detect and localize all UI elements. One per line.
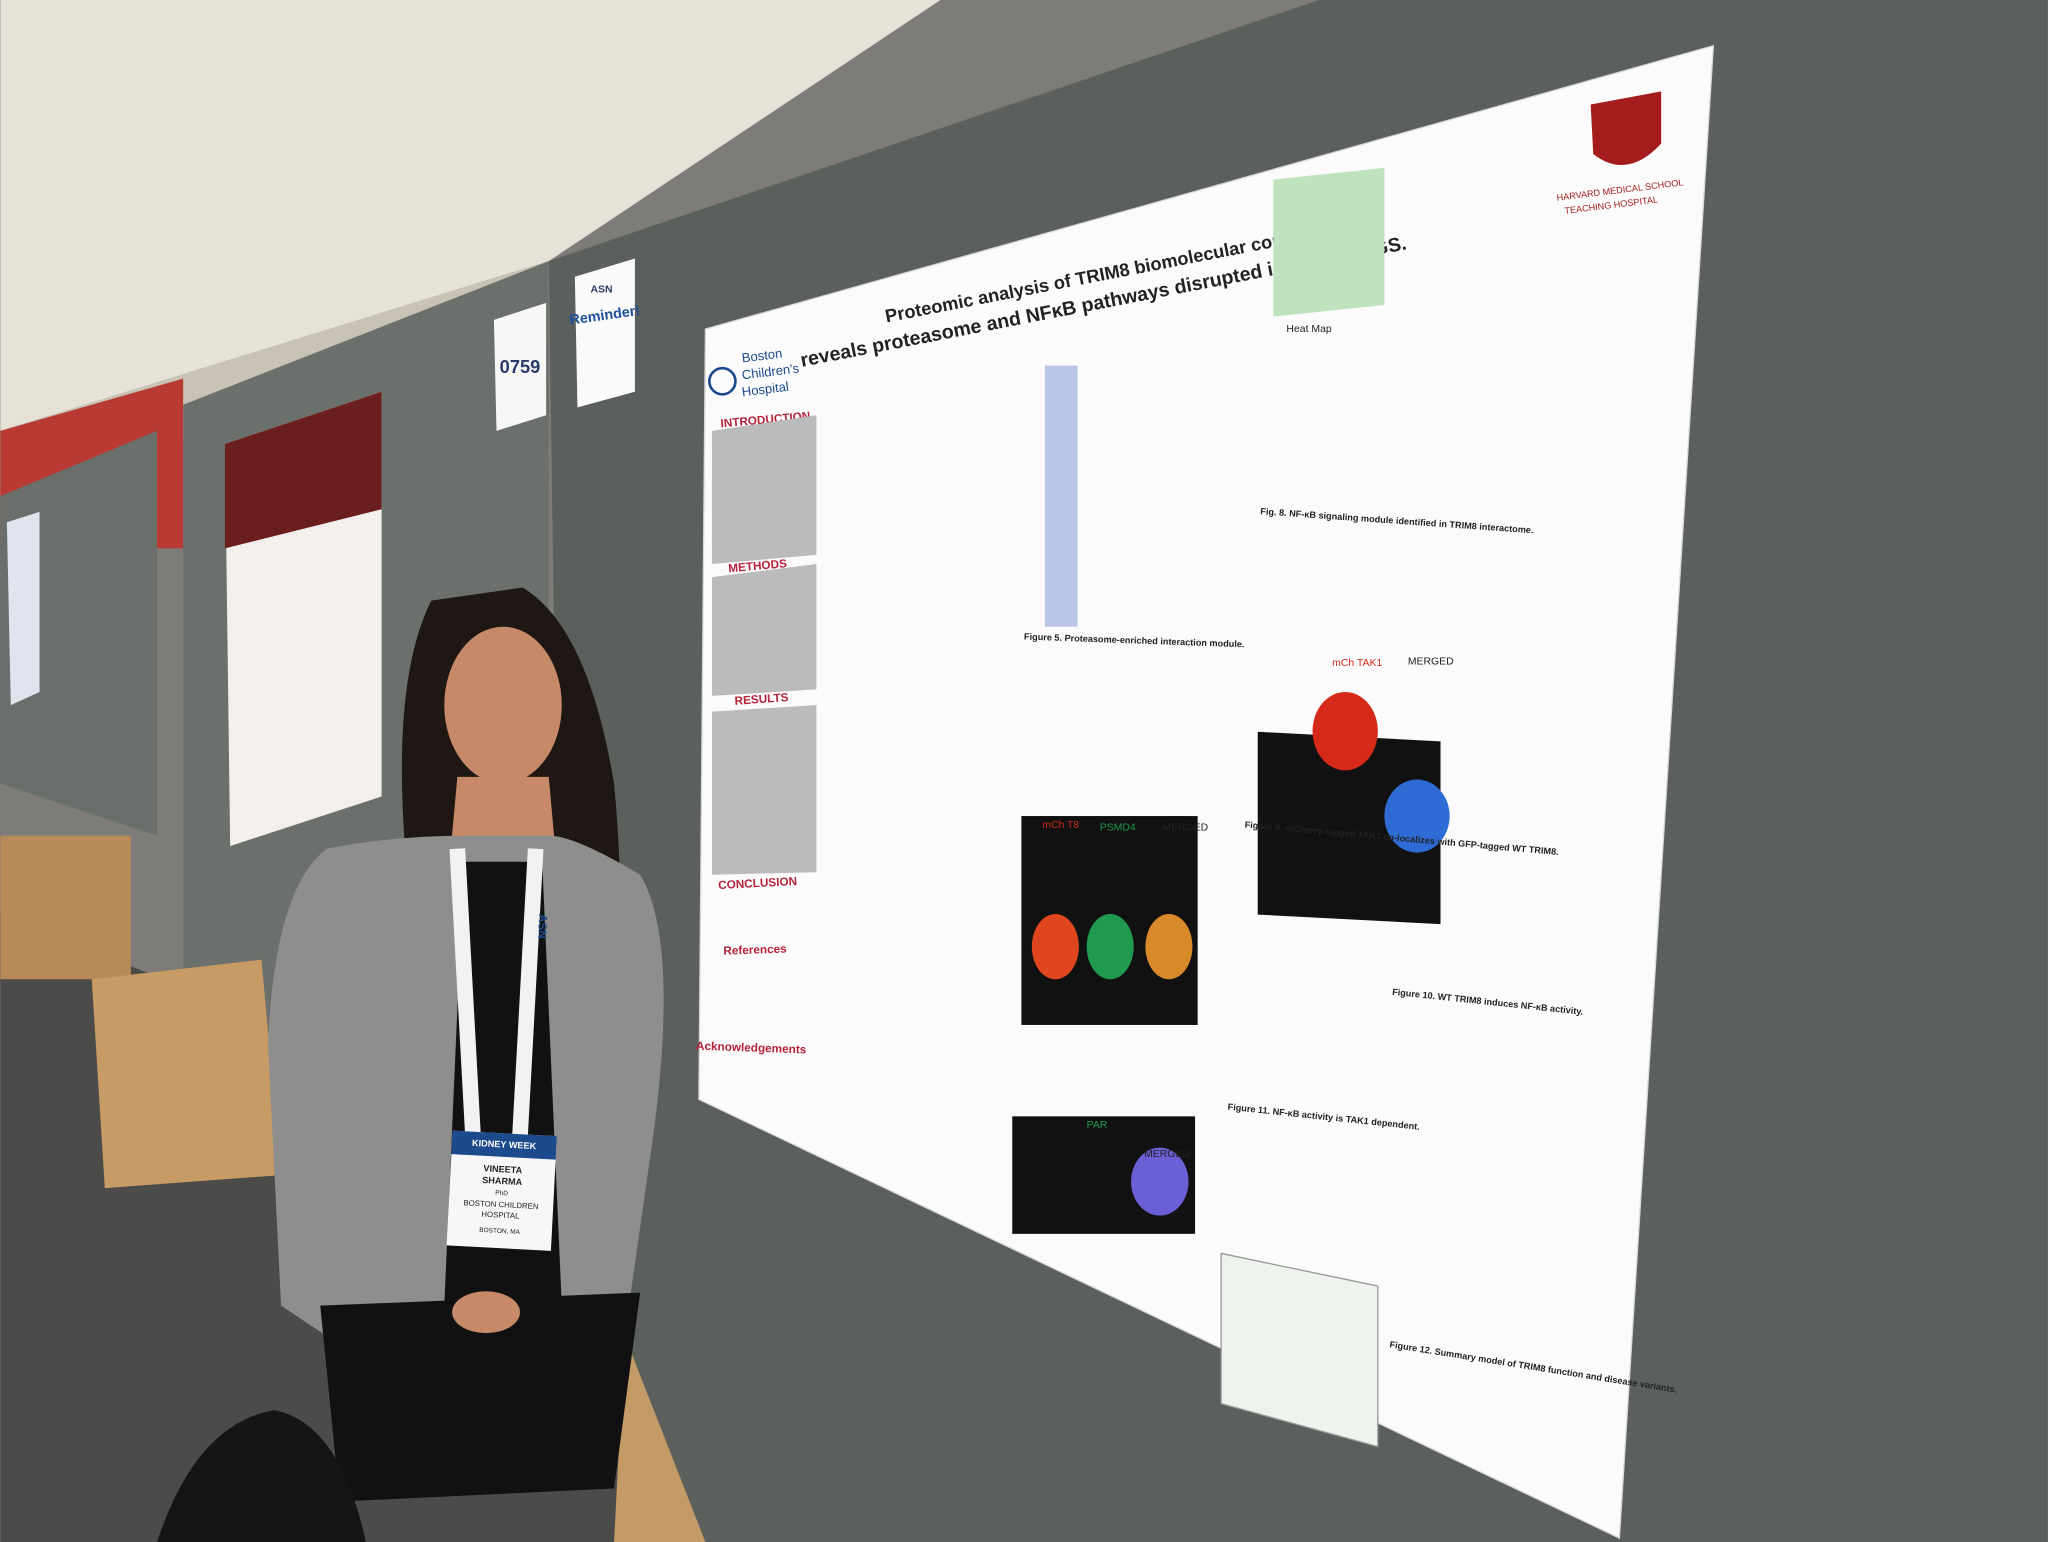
logo [708, 366, 737, 396]
panel-label: mCh TAK1 [1332, 658, 1382, 669]
main-poster [698, 44, 1715, 1540]
lanyard-text: ASN [535, 914, 549, 939]
heatmap [1044, 365, 1078, 627]
box [0, 835, 131, 980]
box [91, 959, 282, 1189]
number-sign [493, 302, 547, 431]
cell [1131, 1147, 1189, 1216]
badge-degree: PhD [495, 1190, 508, 1198]
badge-org: HOSPITAL [481, 1210, 520, 1221]
section-heading: References [723, 943, 787, 958]
backpack [157, 1410, 366, 1542]
panel-label: MERGED [1144, 1149, 1190, 1160]
summary-model [1220, 1252, 1379, 1448]
face [444, 626, 562, 784]
badge-name: VINEETA [483, 1163, 523, 1175]
panel-label: MERGED [1408, 657, 1454, 668]
badge [446, 1130, 557, 1251]
reminder-card [574, 258, 635, 408]
cell [1031, 913, 1079, 980]
poster [6, 511, 40, 706]
neck [450, 776, 556, 849]
panel-label: MERGED [1162, 823, 1208, 834]
body-text [711, 415, 817, 875]
institution: Children's [741, 360, 800, 382]
badge-header [451, 1130, 557, 1160]
section-heading: CONCLUSION [718, 875, 798, 892]
institution: Boston [741, 346, 783, 366]
hands [452, 1291, 521, 1334]
cell [1312, 692, 1378, 771]
badge-org: BOSTON CHILDREN [463, 1198, 539, 1211]
micrograph [1257, 731, 1441, 925]
harvard-shield [1590, 91, 1662, 165]
section-heading: RESULTS [734, 691, 789, 708]
badge-event: KIDNEY WEEK [472, 1138, 537, 1151]
cell [1384, 779, 1450, 853]
lanyard [449, 848, 544, 1137]
heatmap [1273, 167, 1385, 317]
booth-number: 0759 [500, 356, 541, 377]
badge-name: SHARMA [482, 1175, 523, 1187]
badge-city: BOSTON, MA [479, 1227, 521, 1236]
panel-label: mCh T8 [1042, 820, 1079, 831]
cell [1145, 913, 1193, 980]
institution: Hospital [741, 379, 790, 400]
ceiling [0, 0, 941, 431]
section-heading: Acknowledgements [696, 1040, 807, 1057]
skirt [320, 1292, 641, 1502]
panel-label: PAR [1087, 1120, 1108, 1131]
panel-label: Heat Map [1286, 324, 1331, 335]
cell [1086, 913, 1134, 980]
asn-mark: ASN [591, 285, 613, 296]
panel-label: PSMD4 [1100, 823, 1136, 834]
